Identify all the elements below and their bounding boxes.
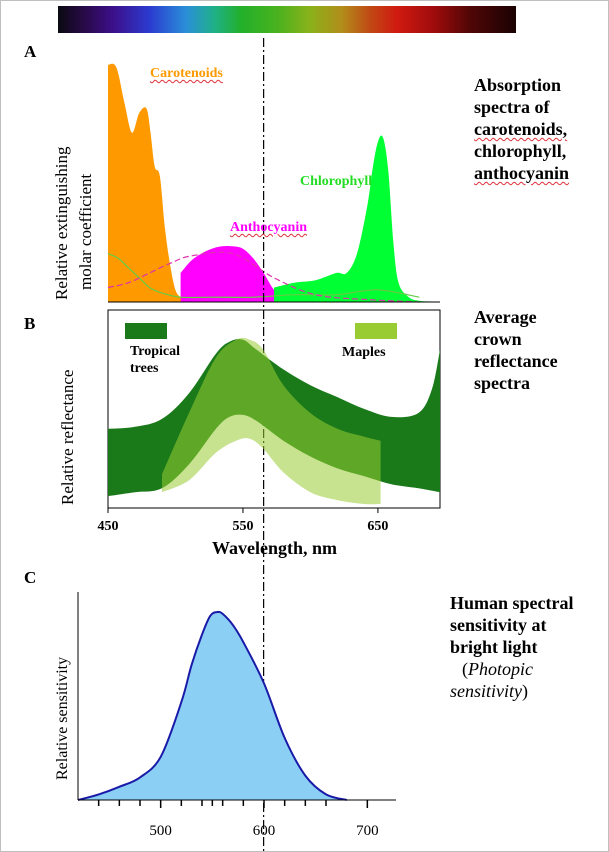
chlorophyll-area: [274, 135, 430, 302]
panel-b-description: Average crown reflectance spectra: [474, 306, 558, 394]
legend-label-tropical-line1: Tropical: [130, 344, 181, 359]
panel-b-xlabel: Wavelength, nm: [212, 538, 338, 558]
panel-c-paren-close: ): [521, 681, 528, 701]
panel-b-desc-line-1: Average: [474, 307, 537, 327]
panel-c-desc-line-1: Human spectral: [450, 593, 574, 613]
panel-c-paren-open: (: [462, 659, 468, 679]
carotenoids-label: Carotenoids: [150, 66, 223, 81]
panel-b-x-tick-label-450: 450: [98, 519, 119, 534]
panel-c-italic-2: sensitivity: [450, 681, 522, 701]
legend-label-tropical-line2: trees: [130, 361, 159, 376]
panel-a-desc-line-1: Absorption: [474, 75, 562, 95]
panel-a-description: Absorption spectra of carotenoids, chlor…: [474, 74, 569, 184]
chlorophyll-blue-line: [107, 253, 420, 299]
panel-a-desc-line-5: anthocyanin: [474, 163, 570, 183]
carotenoids-area: [108, 63, 212, 302]
panel-b-desc-line-2: crown: [474, 329, 522, 349]
panel-a-desc-line-4: chlorophyll,: [474, 141, 567, 161]
panel-c-desc-line-3: bright light: [450, 637, 538, 657]
visible-spectrum-bar: [58, 6, 516, 33]
panel-c-letter: C: [24, 568, 37, 587]
panel-c-desc-line-5: sensitivity): [450, 680, 574, 702]
anthocyanin-area: [180, 246, 285, 302]
anthocyanin-label: Anthocyanin: [230, 220, 308, 235]
panel-b-x-tick-label-550: 550: [232, 519, 253, 534]
panel-c-x-tick-label-700: 700: [356, 823, 379, 839]
panel-b-desc-line-4: spectra: [474, 373, 530, 393]
legend-label-tropical: Tropical trees: [130, 343, 180, 377]
panel-b-x-tick-label-650: 650: [367, 519, 388, 534]
panel-c-x-tick-label-500: 500: [149, 823, 172, 839]
panel-a-letter: A: [24, 42, 37, 61]
panel-a-desc-line-2: spectra of: [474, 97, 550, 117]
legend-swatch-maples: [355, 323, 397, 339]
legend-label-maples: Maples: [342, 345, 386, 360]
panel-c-desc-line-4: (Photopic: [450, 658, 574, 680]
panel-b-desc-line-3: reflectance: [474, 351, 558, 371]
panel-c-description: Human spectral sensitivity at bright lig…: [450, 592, 574, 702]
photopic-curve: [77, 610, 347, 801]
photopic-area: [78, 611, 347, 800]
legend-swatch-tropical: [125, 323, 167, 339]
chlorophyll-label: Chlorophyll: [300, 174, 373, 189]
panel-a-desc-line-3: carotenoids,: [474, 119, 568, 139]
panel-c-italic-1: Photopic: [468, 659, 533, 679]
panel-c-x-tick-label-600: 600: [253, 823, 276, 839]
maples-band: [162, 337, 381, 505]
panel-c-desc-line-2: sensitivity at: [450, 615, 547, 635]
anthocyanin-baseline-line: [107, 251, 420, 303]
panel-b-letter: B: [24, 314, 36, 333]
